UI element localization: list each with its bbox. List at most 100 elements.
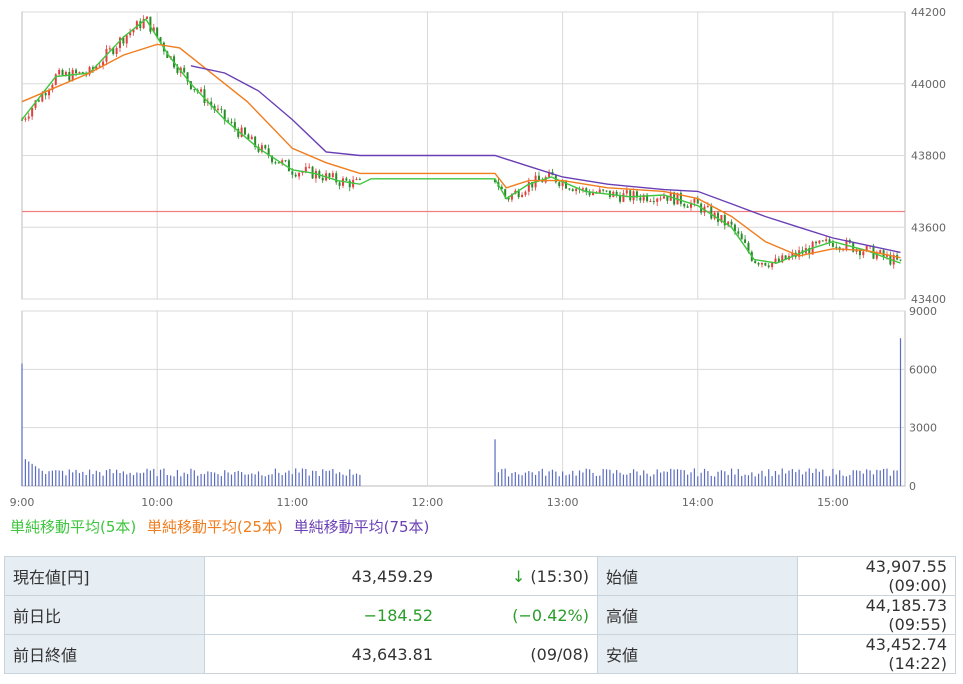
volume-bar — [649, 476, 652, 486]
prev-close-date: (09/08) — [441, 634, 598, 674]
candle-body — [831, 243, 834, 247]
candle-body — [115, 47, 118, 55]
volume-bar — [538, 471, 540, 486]
candle-body — [757, 263, 760, 265]
candle-body — [250, 136, 253, 140]
volume-bar — [812, 472, 814, 486]
candle-body — [68, 71, 71, 81]
candle-body — [683, 203, 686, 207]
volume-bar — [31, 463, 33, 486]
volume-y-tick-label: 0 — [909, 480, 916, 493]
candle-body — [774, 258, 777, 263]
time-axis: 9:00 10:00 11:00 12:00 13:00 14:00 15:00 — [10, 496, 849, 509]
volume-bar — [869, 470, 871, 486]
volume-bar — [244, 474, 246, 486]
candle-body — [791, 252, 794, 257]
volume-bar — [38, 468, 40, 486]
volume-bar — [85, 474, 87, 486]
volume-bar — [582, 472, 584, 486]
volume-bar — [710, 475, 712, 486]
candle-body — [808, 248, 811, 255]
volume-bar — [555, 471, 557, 486]
volume-bar — [48, 471, 50, 486]
candle-body — [240, 127, 243, 137]
volume-bar — [139, 473, 141, 486]
candle-body — [220, 108, 223, 110]
candle-body — [747, 242, 750, 252]
volume-bar — [612, 473, 614, 486]
volume-bar — [866, 469, 868, 486]
candle-body — [149, 16, 152, 32]
price-y-tick-label: 44000 — [911, 78, 946, 91]
volume-bar — [818, 471, 821, 486]
current-price-time: (15:30) — [530, 566, 589, 586]
volume-bar — [578, 470, 581, 486]
volume-bar — [808, 468, 810, 486]
volume-bar — [730, 468, 733, 486]
candle-body — [24, 118, 27, 120]
candle-body — [615, 191, 618, 196]
volume-bar — [801, 474, 804, 486]
candle-body — [690, 202, 693, 208]
volume-bar — [751, 472, 753, 486]
volume-bar — [193, 470, 195, 486]
volume-bar — [78, 473, 81, 486]
candle-body — [122, 37, 125, 44]
candle-body — [58, 69, 61, 75]
volume-bar — [322, 469, 324, 486]
moving-average-legend: 単純移動平均(5本) 単純移動平均(25本) 単純移動平均(75本) — [10, 516, 435, 537]
volume-bar — [531, 472, 533, 486]
candle-body — [781, 255, 784, 263]
volume-bar — [247, 474, 249, 486]
candle-body — [277, 162, 280, 164]
candle-body — [274, 162, 277, 164]
candle-body — [686, 206, 689, 208]
volume-bar — [501, 469, 503, 486]
volume-bar — [82, 471, 84, 486]
volume-bar — [747, 475, 750, 486]
volume-bar — [656, 469, 658, 486]
volume-bar — [122, 471, 124, 486]
candle-body — [629, 190, 632, 201]
candle-body — [632, 191, 635, 201]
volume-bar — [835, 474, 837, 486]
volume-bar — [352, 474, 354, 486]
candle-body — [98, 65, 101, 67]
volume-bar — [700, 472, 702, 486]
volume-bar — [602, 468, 604, 486]
x-tick-label: 10:00 — [141, 496, 173, 509]
candle-body — [510, 194, 513, 200]
volume-bar — [889, 475, 891, 486]
volume-bar — [183, 472, 185, 486]
volume-bar — [163, 468, 165, 486]
volume-bar — [507, 476, 510, 486]
candle-body — [152, 27, 155, 32]
candle-body — [862, 251, 865, 256]
volume-bar — [55, 470, 57, 486]
candle-body — [723, 214, 726, 226]
ma5-line — [21, 18, 901, 264]
candle-body — [531, 181, 534, 188]
volume-bar — [51, 470, 54, 486]
volume-bar — [687, 474, 689, 486]
quote-row-change: 前日比 −184.52 (−0.42%) 高値 44,185.73 (09:55… — [4, 595, 956, 635]
candle-body — [51, 84, 54, 91]
volume-bar — [707, 471, 709, 486]
volume-bar — [180, 476, 182, 486]
volume-bar — [58, 470, 60, 486]
candle-body — [727, 221, 730, 226]
volume-bar — [311, 470, 314, 486]
candle-body — [247, 134, 250, 140]
volume-bar — [274, 468, 277, 486]
volume-bar — [805, 471, 807, 486]
candle-body — [892, 255, 895, 265]
volume-bar — [339, 472, 341, 486]
volume-bar — [676, 469, 679, 486]
candle-body — [75, 69, 78, 74]
candle-body — [129, 32, 132, 36]
volume-bar — [670, 468, 672, 486]
candle-body — [54, 74, 57, 85]
candle-body — [825, 239, 828, 241]
volume-plot-frame — [21, 310, 906, 487]
